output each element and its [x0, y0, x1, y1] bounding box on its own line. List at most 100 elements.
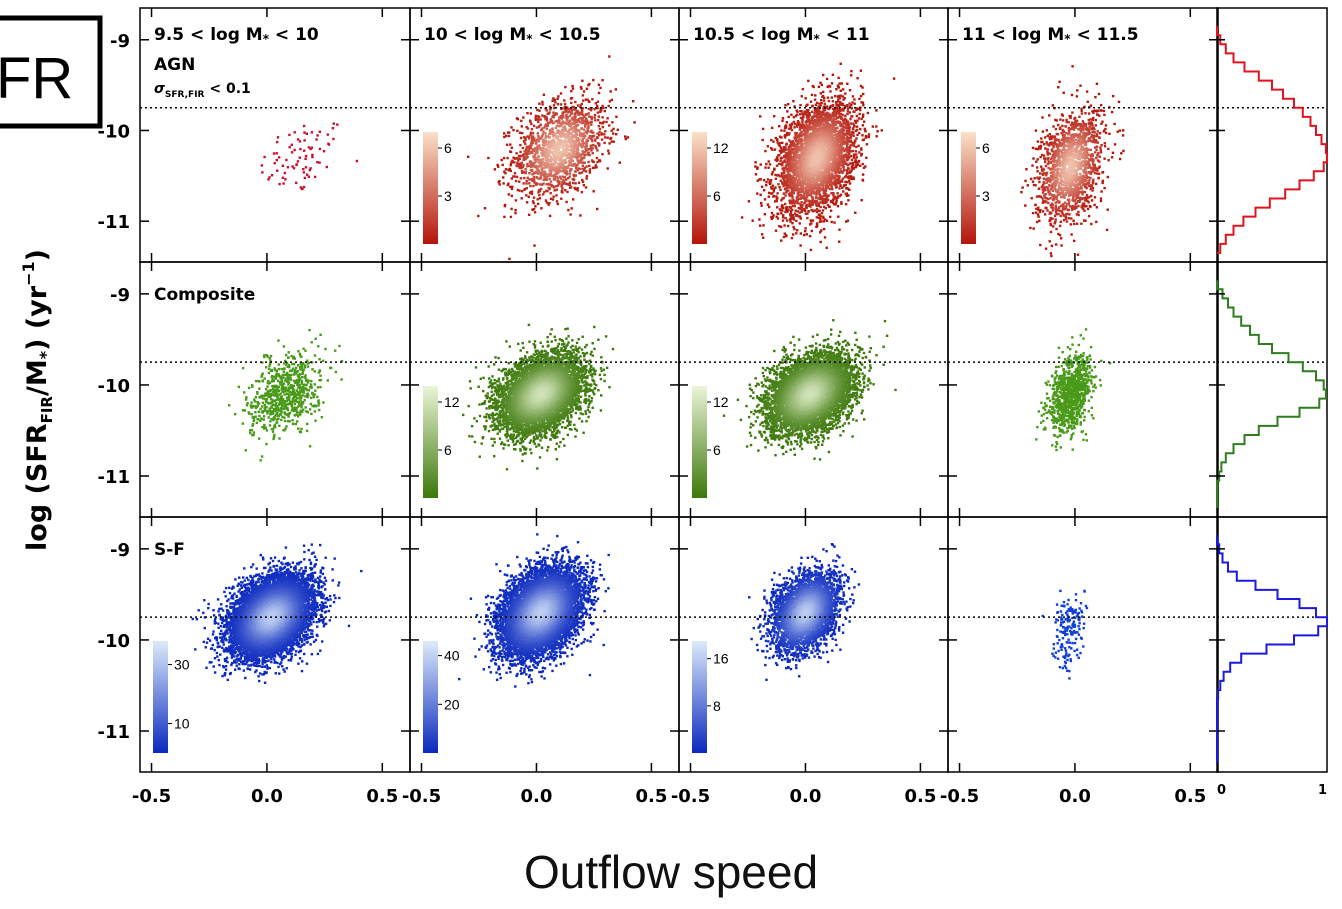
- scatter-point: [807, 204, 810, 207]
- scatter-point: [544, 199, 548, 202]
- scatter-point: [836, 116, 839, 120]
- scatter-point: [849, 134, 852, 137]
- scatter-point: [572, 139, 575, 143]
- scatter-point: [780, 225, 783, 229]
- scatter-point: [848, 136, 851, 140]
- scatter-point: [589, 137, 593, 141]
- scatter-point: [844, 123, 847, 126]
- scatter-point: [810, 105, 814, 108]
- scatter-point: [581, 116, 584, 120]
- scatter-point: [781, 119, 784, 122]
- scatter-point: [581, 107, 585, 110]
- scatter-point: [568, 128, 571, 131]
- ylabel-sub: FIR: [38, 396, 56, 424]
- scatter-point: [819, 139, 823, 142]
- scatter-point: [794, 156, 798, 159]
- scatter-point: [584, 118, 587, 122]
- scatter-point: [576, 138, 579, 142]
- scatter-point: [806, 177, 810, 180]
- scatter-point: [773, 148, 777, 151]
- scatter-point: [817, 136, 821, 140]
- scatter-point: [304, 154, 308, 158]
- scatter-point: [830, 167, 833, 171]
- scatter-point: [318, 147, 322, 151]
- scatter-point: [822, 111, 825, 114]
- scatter-point: [570, 207, 573, 210]
- scatter-point: [851, 115, 854, 118]
- scatter-point: [498, 183, 501, 186]
- scatter-point: [510, 146, 513, 149]
- scatter-point: [806, 135, 809, 138]
- scatter-point: [850, 165, 854, 168]
- scatter-point: [577, 181, 581, 184]
- scatter-point: [591, 160, 595, 163]
- scatter-point: [831, 120, 834, 124]
- scatter-point: [574, 100, 577, 104]
- scatter-point: [536, 152, 539, 155]
- scatter-point: [555, 165, 558, 168]
- scatter-point: [299, 186, 303, 189]
- scatter-point: [822, 146, 825, 149]
- scatter-point: [316, 161, 319, 164]
- scatter-point: [304, 157, 307, 160]
- scatter-point: [510, 207, 513, 211]
- scatter-point: [595, 156, 599, 160]
- scatter-point: [845, 144, 849, 147]
- ylabel-tail: ) (yr: [22, 285, 53, 351]
- scatter-point: [765, 162, 768, 166]
- scatter-point: [553, 163, 556, 166]
- scatter-point: [313, 175, 317, 179]
- scatter-point: [797, 202, 800, 205]
- scatter-point: [532, 139, 535, 142]
- scatter-point: [518, 165, 522, 168]
- scatter-point: [559, 163, 562, 166]
- scatter-point: [828, 173, 831, 177]
- scatter-point: [557, 95, 560, 98]
- scatter-point: [779, 141, 782, 145]
- scatter-point: [804, 230, 807, 233]
- scatter-point: [561, 183, 564, 186]
- scatter-point: [567, 183, 571, 186]
- scatter-point: [860, 101, 863, 104]
- scatter-point: [824, 126, 828, 129]
- scatter-point: [791, 140, 794, 143]
- scatter-point: [821, 176, 824, 179]
- scatter-point: [807, 200, 810, 203]
- scatter-point: [567, 135, 571, 138]
- scatter-point: [817, 183, 821, 186]
- scatter-point: [770, 215, 773, 219]
- scatter-point: [591, 135, 594, 138]
- scatter-point: [780, 148, 784, 151]
- scatter-point: [796, 194, 800, 197]
- scatter-point: [782, 196, 785, 200]
- scatter-point: [521, 146, 525, 150]
- scatter-point: [775, 199, 778, 203]
- scatter-point: [572, 135, 576, 138]
- scatter-point: [820, 160, 823, 164]
- scatter-point: [597, 124, 601, 128]
- scatter-point: [839, 94, 842, 97]
- scatter-point: [553, 113, 557, 117]
- scatter-point: [799, 207, 802, 210]
- scatter-point: [554, 101, 557, 104]
- scatter-point: [840, 150, 843, 153]
- scatter-point: [531, 200, 535, 203]
- scatter-point: [581, 138, 584, 141]
- scatter-point: [815, 101, 819, 105]
- scatter-point: [759, 224, 762, 227]
- scatter-point: [818, 128, 821, 131]
- scatter-point: [555, 119, 559, 123]
- scatter-point: [818, 187, 822, 190]
- scatter-point: [830, 148, 833, 151]
- scatter-point: [856, 133, 859, 137]
- scatter-point: [568, 172, 571, 175]
- scatter-point: [553, 167, 556, 171]
- scatter-point: [758, 218, 761, 221]
- scatter-point: [544, 124, 547, 127]
- corner-label-box: [0, 15, 103, 129]
- scatter-point: [599, 86, 602, 90]
- scatter-point: [592, 190, 595, 193]
- scatter-point: [843, 97, 846, 100]
- scatter-point: [832, 198, 835, 201]
- scatter-point: [567, 208, 570, 212]
